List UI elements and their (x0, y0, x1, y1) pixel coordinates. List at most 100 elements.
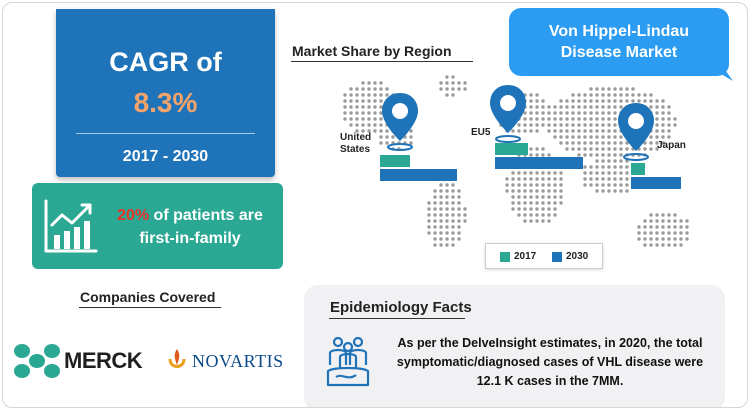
map-dot (535, 99, 539, 103)
map-dot (517, 177, 521, 181)
map-dot (457, 219, 461, 223)
map-dot (361, 81, 365, 85)
map-dot (607, 129, 611, 133)
map-dot (445, 81, 449, 85)
map-dot (379, 81, 383, 85)
map-dot (391, 135, 395, 139)
map-dot (451, 75, 455, 79)
map-dot (511, 189, 515, 193)
map-dot (667, 135, 671, 139)
map-dot (463, 81, 467, 85)
map-dot (655, 99, 659, 103)
map-dot (607, 99, 611, 103)
map-dot (613, 147, 617, 151)
map-dot (661, 111, 665, 115)
map-dot (439, 195, 443, 199)
map-dot (457, 225, 461, 229)
map-dot (451, 81, 455, 85)
map-dot (355, 129, 359, 133)
map-dot (343, 99, 347, 103)
epidemiology-card: Epidemiology Facts As per the DelveInsig… (304, 285, 725, 407)
map-dot (463, 213, 467, 217)
map-dot (523, 219, 527, 223)
map-dot (667, 243, 671, 247)
map-dot (523, 129, 527, 133)
map-dot (547, 123, 551, 127)
map-dot (595, 129, 599, 133)
map-dot (547, 183, 551, 187)
map-dot (379, 111, 383, 115)
map-dot (553, 111, 557, 115)
map-dot (523, 195, 527, 199)
map-dot (439, 183, 443, 187)
eu5-location-pin-icon (490, 85, 526, 143)
map-dot (427, 207, 431, 211)
map-dot (595, 171, 599, 175)
map-dot (457, 213, 461, 217)
map-dot (655, 213, 659, 217)
map-dot (445, 189, 449, 193)
map-dot (463, 219, 467, 223)
map-dot (535, 195, 539, 199)
map-dot (673, 123, 677, 127)
map-dot (541, 153, 545, 157)
map-dot (541, 123, 545, 127)
map-dot (553, 213, 557, 217)
merck-wordmark: MERCK (64, 348, 143, 373)
map-dot (679, 231, 683, 235)
map-dot (529, 219, 533, 223)
map-dot (643, 219, 647, 223)
map-dot (517, 207, 521, 211)
map-dot (553, 189, 557, 193)
map-dot (577, 135, 581, 139)
map-dot (589, 123, 593, 127)
map-dot (517, 201, 521, 205)
map-dot (619, 87, 623, 91)
map-dot (451, 243, 455, 247)
map-dot (583, 147, 587, 151)
map-dot (511, 177, 515, 181)
map-dot (379, 99, 383, 103)
map-dot (517, 171, 521, 175)
map-dot (559, 117, 563, 121)
map-dot (589, 99, 593, 103)
map-dot (625, 183, 629, 187)
map-dot (343, 117, 347, 121)
map-dot (511, 201, 515, 205)
map-dot (655, 147, 659, 151)
map-dot (565, 117, 569, 121)
map-dot (613, 105, 617, 109)
map-dot (541, 147, 545, 151)
bubble-tail-icon (709, 67, 733, 81)
japan-location-pin-icon (618, 103, 654, 161)
map-dot (541, 105, 545, 109)
map-dot (565, 135, 569, 139)
map-dot (667, 105, 671, 109)
market-share-underline (291, 61, 473, 62)
map-dot (535, 147, 539, 151)
map-dot (457, 195, 461, 199)
map-dot (571, 141, 575, 145)
map-dot (451, 183, 455, 187)
map-dot (367, 117, 371, 121)
map-dot (523, 189, 527, 193)
map-dot (433, 243, 437, 247)
map-dot (355, 87, 359, 91)
map-dot (379, 141, 383, 145)
map-dot (529, 111, 533, 115)
map-dot (583, 105, 587, 109)
map-dot (439, 231, 443, 235)
map-dot (451, 231, 455, 235)
map-dot (445, 237, 449, 241)
map-dot (457, 231, 461, 235)
map-dot (661, 219, 665, 223)
market-title-bubble: Von Hippel-Lindau Disease Market (509, 8, 729, 76)
map-dot (607, 87, 611, 91)
map-dot (349, 105, 353, 109)
map-dot (547, 117, 551, 121)
map-dot (565, 123, 569, 127)
map-dot (607, 111, 611, 115)
map-dot (385, 141, 389, 145)
map-dot (649, 213, 653, 217)
map-dot (601, 123, 605, 127)
